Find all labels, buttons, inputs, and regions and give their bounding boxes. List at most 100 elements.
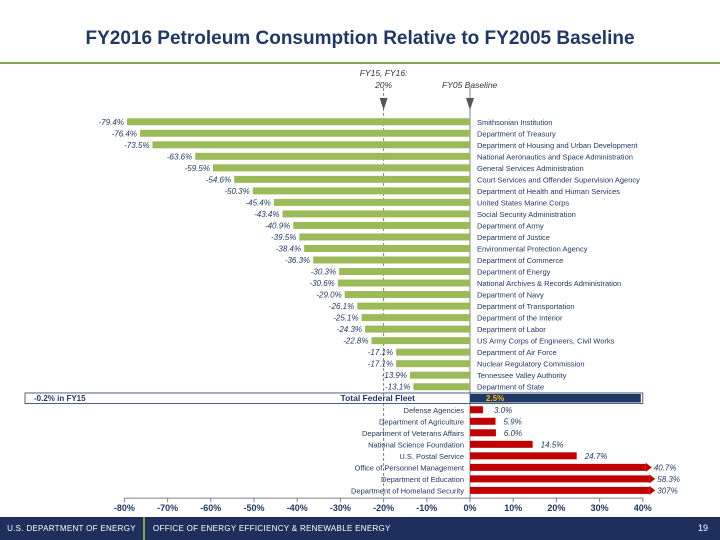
bar [337, 279, 470, 287]
data-label: -43.4% [254, 210, 279, 219]
category-label: Total Federal Fleet [341, 393, 416, 403]
reference-label: FY05 Baseline [442, 80, 498, 90]
bar [152, 141, 471, 149]
x-tick-label: -70% [157, 503, 178, 513]
bar-overflow-arrow [649, 474, 656, 484]
category-label: Nuclear Regulatory Commission [477, 360, 585, 369]
category-label: Department of Health and Human Services [477, 187, 620, 196]
bar-overflow-arrow [649, 485, 656, 495]
reference-label: 20% [374, 80, 392, 90]
bar [252, 187, 470, 195]
data-label: 3.0% [494, 406, 512, 415]
bar [344, 291, 470, 299]
data-label: -45.4% [246, 198, 271, 207]
footer-divider [143, 517, 145, 540]
page-title: FY2016 Petroleum Consumption Relative to… [85, 28, 635, 49]
bar [313, 256, 470, 264]
bar [339, 268, 470, 276]
bar-total [470, 393, 641, 403]
data-label: -13.1% [385, 383, 410, 392]
x-tick-label: -40% [287, 503, 308, 513]
data-label: -25.1% [333, 314, 358, 323]
category-label: Tennessee Valley Authority [477, 371, 567, 380]
data-label: 14.5% [541, 440, 564, 449]
data-label: -36.3% [285, 256, 310, 265]
bar [371, 337, 470, 345]
category-label: Department of Navy [477, 291, 544, 300]
category-label: National Aeronautics and Space Administr… [477, 152, 633, 161]
bar [470, 406, 483, 414]
bar [396, 348, 470, 356]
category-label: Department of Labor [477, 325, 546, 334]
bar [409, 371, 470, 379]
category-label: Department of Education [381, 475, 464, 484]
category-label: Office of Personnel Management [354, 463, 464, 472]
reference-arrow [379, 98, 388, 110]
bar [126, 118, 470, 126]
bar [470, 486, 650, 494]
petroleum-bar-chart: FY15, FY16: 20% FY05 Baseline -79.4% Smithso… [24, 68, 680, 513]
data-label: 5.9% [503, 417, 521, 426]
data-label: -39.5% [271, 233, 296, 242]
bar [470, 463, 646, 471]
category-label: National Science Foundation [368, 440, 464, 449]
x-tick-label: -80% [114, 503, 135, 513]
category-label: Department of State [477, 383, 544, 392]
category-label: U.S. Postal Service [399, 452, 464, 461]
bar [304, 244, 470, 252]
data-label: -63.6% [167, 152, 192, 161]
data-label: -30.6% [309, 279, 334, 288]
reference-label: FY15, FY16: [360, 68, 408, 78]
category-label: Department of Transportation [477, 302, 575, 311]
bar [396, 360, 470, 368]
bar [470, 417, 496, 425]
bar [139, 129, 470, 137]
bar [470, 429, 496, 437]
category-label: Environmental Protection Agency [477, 244, 588, 253]
bar [470, 452, 577, 460]
category-label: National Archives & Records Administrati… [477, 279, 621, 288]
x-tick-label: 40% [634, 503, 652, 513]
data-label: -40.9% [265, 221, 290, 230]
category-label: Department of Energy [477, 268, 551, 277]
data-label: -22.8% [343, 337, 368, 346]
category-label: Department of the Interior [477, 314, 563, 323]
x-tick-label: 20% [547, 503, 565, 513]
data-label: -24.3% [337, 325, 362, 334]
bar [470, 440, 533, 448]
data-label: -13.9% [382, 371, 407, 380]
title-divider [0, 62, 720, 64]
data-label: -54.6% [206, 175, 231, 184]
data-label: 6.0% [504, 429, 522, 438]
x-tick-label: -10% [416, 503, 437, 513]
category-label: Department of Homeland Security [351, 486, 464, 495]
category-label: Department of Air Force [477, 348, 557, 357]
category-label: Department of Commerce [477, 256, 563, 265]
bar [195, 152, 471, 160]
category-label: Department of Justice [477, 233, 550, 242]
bar [293, 221, 470, 229]
x-tick-label: 30% [591, 503, 609, 513]
category-label: Department of Treasury [477, 129, 556, 138]
category-label: United States Marine Corps [477, 198, 569, 207]
data-label: -59.5% [185, 164, 210, 173]
data-label: -17.1% [368, 360, 393, 369]
category-label: Department of Housing and Urban Developm… [477, 141, 638, 150]
footer-bar: U.S. DEPARTMENT OF ENERGY OFFICE OF ENER… [0, 517, 720, 540]
x-tick-label: -30% [330, 503, 351, 513]
category-label: Department of Army [477, 221, 544, 230]
bar [357, 302, 470, 310]
x-tick-label: -50% [243, 503, 264, 513]
data-label: 307% [657, 486, 677, 495]
footer-organization: U.S. DEPARTMENT OF ENERGY [7, 524, 136, 533]
category-label: Defense Agencies [404, 406, 465, 415]
data-label: -26.1% [329, 302, 354, 311]
bar-overflow-arrow [645, 462, 652, 472]
data-label: -76.4% [112, 129, 137, 138]
category-label: Smithsonian Institution [477, 118, 552, 127]
x-tick-label: -60% [200, 503, 221, 513]
x-tick-label: 0% [463, 503, 476, 513]
bar [212, 164, 470, 172]
category-label: Social Security Administration [477, 210, 576, 219]
total-row-box [24, 392, 644, 404]
